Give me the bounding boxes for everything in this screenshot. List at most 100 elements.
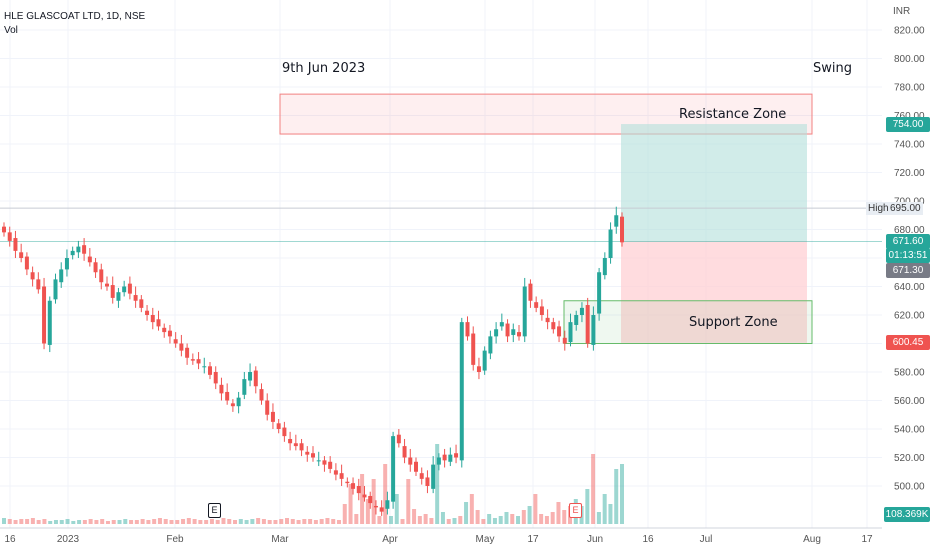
candle-body: [425, 477, 430, 486]
volume-bar: [152, 519, 157, 524]
volume-bar: [65, 519, 70, 524]
candle-body: [356, 486, 361, 494]
candle-body: [139, 299, 144, 308]
candle-body: [373, 505, 378, 508]
candle-body: [522, 286, 527, 337]
volume-bar: [342, 504, 347, 524]
volume-bar: [516, 516, 521, 524]
time-tick-label: 16: [4, 534, 16, 545]
candle-body: [545, 317, 550, 323]
volume-bar: [53, 520, 58, 524]
volume-bar: [204, 520, 209, 524]
candle-body: [42, 286, 47, 344]
earnings-marker[interactable]: E: [569, 503, 582, 518]
price-tick-label: 620.00: [894, 311, 925, 322]
candle-body: [494, 329, 499, 337]
candle-body: [385, 500, 390, 509]
candle-body: [173, 339, 178, 344]
candle-body: [2, 226, 6, 233]
candle-body: [448, 454, 453, 462]
time-tick-label: Feb: [166, 534, 184, 545]
candle-body: [431, 464, 436, 489]
support-zone-label[interactable]: Support Zone: [689, 315, 778, 330]
earnings-marker[interactable]: E: [208, 503, 221, 518]
candle-body: [30, 272, 35, 280]
candle-body: [414, 461, 418, 472]
candle-body: [70, 250, 75, 256]
candle-body: [305, 451, 310, 455]
candle-body: [614, 215, 619, 227]
candle-body: [585, 305, 590, 344]
candle-body: [110, 285, 115, 298]
volume-bar: [290, 519, 295, 524]
style-annotation[interactable]: Swing: [813, 61, 852, 76]
candle-body: [242, 379, 247, 395]
volume-bar: [2, 518, 6, 524]
high-price-tag: 695.00: [888, 202, 923, 215]
volume-bar: [279, 519, 284, 524]
volume-bar: [492, 518, 497, 524]
last-price-tag: 671.60: [886, 234, 930, 249]
candle-body: [602, 258, 607, 276]
volume-bar: [198, 520, 203, 524]
volume-bar: [620, 464, 624, 524]
candle-body: [476, 366, 481, 372]
candle-body: [64, 258, 69, 270]
candle-body: [259, 389, 264, 401]
time-tick-label: Mar: [271, 534, 289, 545]
price-tick-label: 520.00: [894, 453, 925, 464]
volume-bar: [417, 516, 422, 524]
time-tick-label: Aug: [803, 534, 821, 545]
volume-bar: [36, 520, 41, 524]
volume-bar: [458, 516, 463, 524]
candle-body: [528, 283, 533, 301]
candle-body: [265, 400, 270, 415]
previous-price-tag: 671.30: [886, 263, 930, 278]
candle-body: [236, 397, 241, 407]
volume-bar: [383, 464, 388, 524]
time-tick-label: 2023: [57, 534, 80, 545]
volume-bar: [13, 520, 18, 524]
volume-bar: [94, 520, 99, 524]
stop-zone: [621, 241, 807, 343]
candle-body: [620, 216, 624, 243]
high-label: High: [866, 202, 891, 215]
volume-bar: [19, 519, 24, 524]
time-tick-label: Jul: [700, 534, 713, 545]
date-annotation[interactable]: 9th Jun 2023: [282, 61, 366, 76]
volume-bar: [111, 520, 116, 524]
candle-body: [379, 507, 384, 512]
candle-body: [162, 327, 167, 333]
currency-label: INR: [893, 6, 911, 17]
volume-bar: [371, 479, 376, 524]
volume-bar: [123, 519, 128, 524]
candle-body: [127, 283, 132, 294]
candle-body: [557, 326, 562, 337]
volume-bar: [614, 469, 619, 524]
volume-bar: [227, 519, 232, 524]
volume-bar: [400, 519, 405, 524]
candle-body: [219, 384, 224, 394]
target-zone: [621, 124, 807, 242]
price-tick-label: 540.00: [894, 425, 925, 436]
candle-body: [408, 457, 413, 465]
volume-bar: [550, 512, 555, 524]
volume-bar: [608, 504, 613, 524]
volume-bar: [539, 514, 544, 524]
candle-body: [459, 322, 464, 461]
time-axis: 16 2023 Feb Mar Apr May 17 Jun 16 Jul Aug 17: [0, 527, 882, 545]
candle-body: [482, 350, 487, 371]
candle-body: [442, 454, 447, 461]
resistance-zone-label[interactable]: Resistance Zone: [679, 107, 787, 122]
symbol-title: HLE GLASCOAT LTD, 1D, NSE: [4, 11, 146, 22]
candle-body: [288, 438, 293, 444]
volume-bar: [498, 516, 503, 524]
volume-bar: [233, 520, 238, 524]
trade-zones: [0, 93, 882, 344]
volume-indicator-label[interactable]: Vol: [4, 25, 18, 36]
candle-body: [311, 453, 315, 458]
volume-bar: [521, 510, 526, 524]
candle-body: [185, 347, 190, 358]
volume-bar: [285, 518, 290, 524]
